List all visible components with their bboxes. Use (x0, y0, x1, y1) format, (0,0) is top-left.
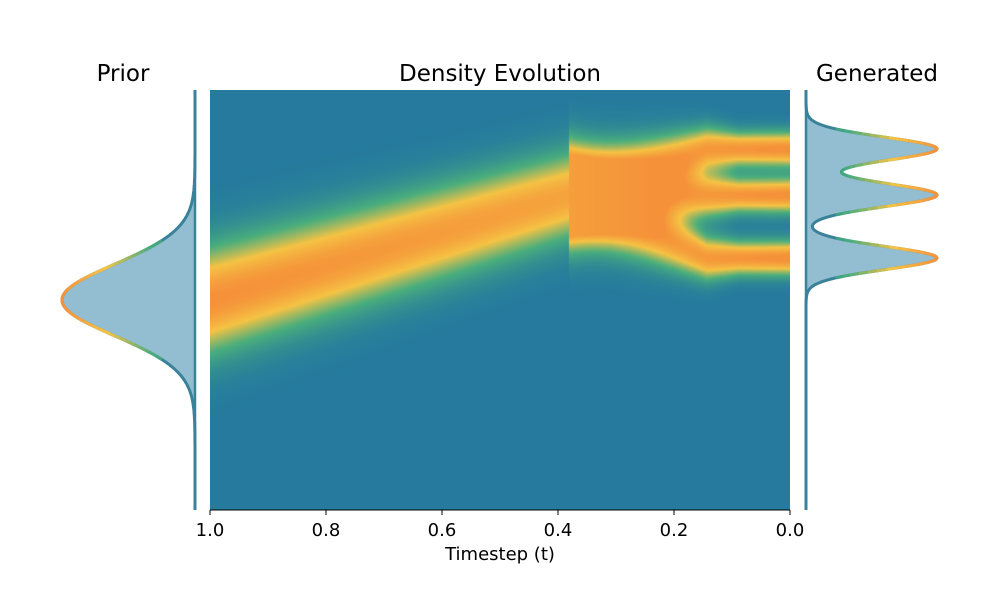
density-outline-segment (876, 204, 890, 210)
density-outline-segment (867, 242, 880, 247)
x-axis-label: Timestep (t) (444, 544, 555, 565)
density-outline-segment (886, 266, 899, 271)
density-outline-segment (835, 127, 846, 133)
prior-density-fill (62, 90, 195, 510)
density-outline-segment (867, 133, 880, 138)
x-tick-label: 0.8 (312, 520, 341, 541)
density-outline-segment (895, 201, 909, 207)
heatmap-panel: 1.0 0.8 0.6 0.4 0.2 0.0 Timestep (t) (196, 90, 805, 565)
generated-title: Generated (816, 61, 938, 87)
density-outline-segment (858, 207, 871, 212)
density-outline-segment (155, 239, 163, 245)
prior-marginal-panel (60, 90, 197, 510)
density-outline-segment (886, 136, 899, 141)
density-outline-segment (886, 245, 899, 250)
density-outline-segment (858, 131, 871, 137)
density-outline-segment (878, 158, 891, 163)
density-outline-segment (887, 182, 900, 187)
density-outline-segment (876, 267, 890, 273)
density-outline-segment (895, 137, 909, 142)
x-tick-label: 0.4 (544, 520, 573, 541)
density-outline-segment (858, 270, 871, 275)
density-outline-segment (858, 241, 871, 246)
x-tick-label: 0.2 (660, 520, 689, 541)
prior-title: Prior (97, 61, 150, 87)
x-tick-label: 0.0 (776, 520, 805, 541)
density-outline-segment (895, 264, 909, 270)
density-outline-segment (886, 203, 899, 208)
density-outline-segment (867, 206, 880, 211)
x-tick-label: 1.0 (196, 520, 225, 541)
heatmap-image (210, 90, 790, 510)
density-outline-segment (876, 243, 890, 249)
density-outline-segment (867, 269, 880, 274)
density-outline-segment (887, 157, 900, 162)
x-axis-ticks: 1.0 0.8 0.6 0.4 0.2 0.0 (196, 510, 805, 541)
generated-density-fill (806, 90, 937, 510)
density-outline-segment (878, 180, 891, 186)
density-outline-segment (876, 134, 890, 140)
density-outline-segment (835, 236, 846, 242)
density-evolution-title: Density Evolution (399, 61, 601, 87)
x-tick-label: 0.6 (428, 520, 457, 541)
density-outline-segment (895, 246, 909, 252)
generated-marginal-panel (804, 90, 939, 510)
